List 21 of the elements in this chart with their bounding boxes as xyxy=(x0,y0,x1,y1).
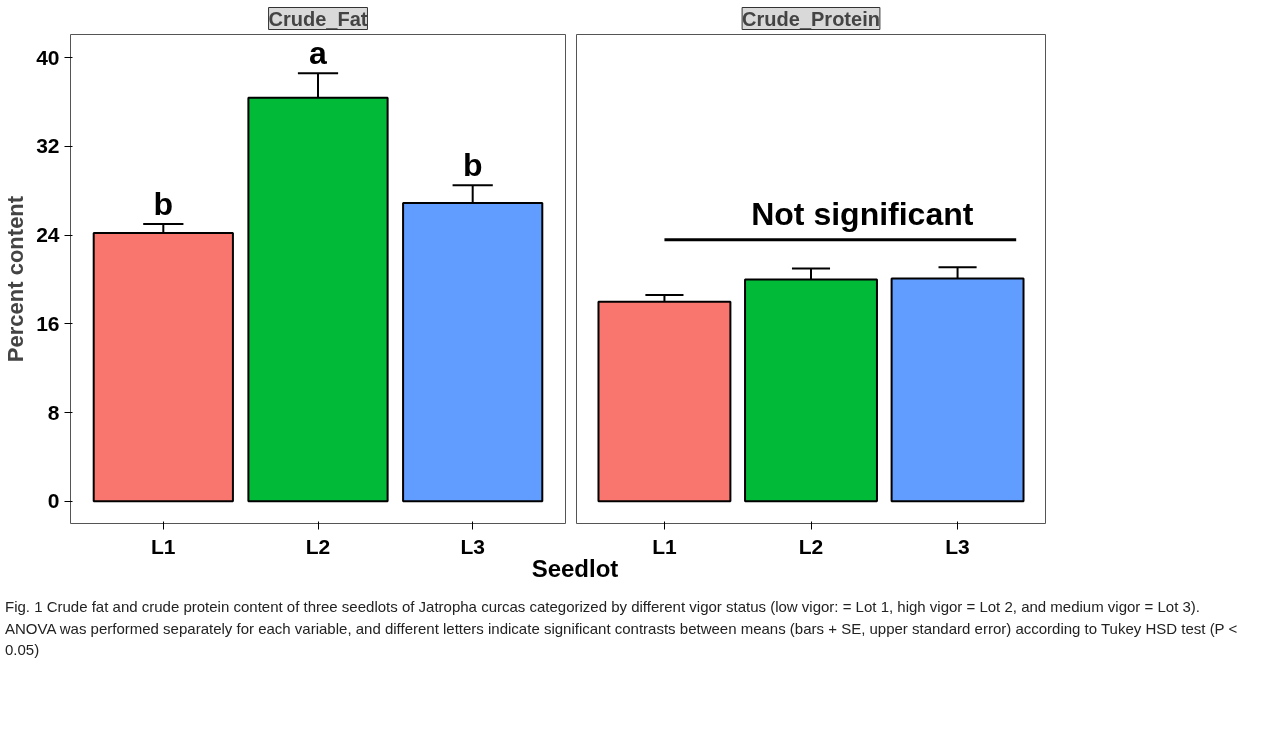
annotation: a xyxy=(309,35,328,72)
annotation: b xyxy=(462,147,483,184)
x-tick-label: L3 xyxy=(945,534,970,558)
x-tick-label: L1 xyxy=(652,534,678,558)
x-tick-label: L3 xyxy=(460,534,485,558)
y-tick-label: 8 xyxy=(47,400,60,424)
y-tick-label: 40 xyxy=(36,45,60,69)
y-tick-label: 32 xyxy=(36,134,60,158)
x-tick-label: L1 xyxy=(151,534,176,558)
chart-title: Crude_Protein xyxy=(742,7,880,30)
y-tick-label: 16 xyxy=(36,311,60,335)
ref-line-label: Not significant xyxy=(751,195,974,232)
annotation: b xyxy=(153,186,174,223)
y-tick-label: 24 xyxy=(36,223,60,247)
y-axis-title: Percent content xyxy=(3,195,29,363)
x-tick-label: L2 xyxy=(305,534,331,558)
x-axis-title: Seedlot xyxy=(531,554,619,584)
y-tick-label: 0 xyxy=(47,489,60,513)
x-tick-label: L2 xyxy=(798,534,824,558)
chart-title: Crude_Fat xyxy=(268,7,368,30)
caption: Fig. 1 Crude fat and crude protein content of three seedlots of Jatropha curcas categorized by different vigor status (low vigor: = Lot 1, high vigor = Lot 2, and medium vigor = Lot 3). ANOVA was performed separately for each variable, and different letters indicate significant contrasts between means (bars + SE, upper standard error) according to Tukey HSD test (P < 0.05) xyxy=(5,597,1239,661)
